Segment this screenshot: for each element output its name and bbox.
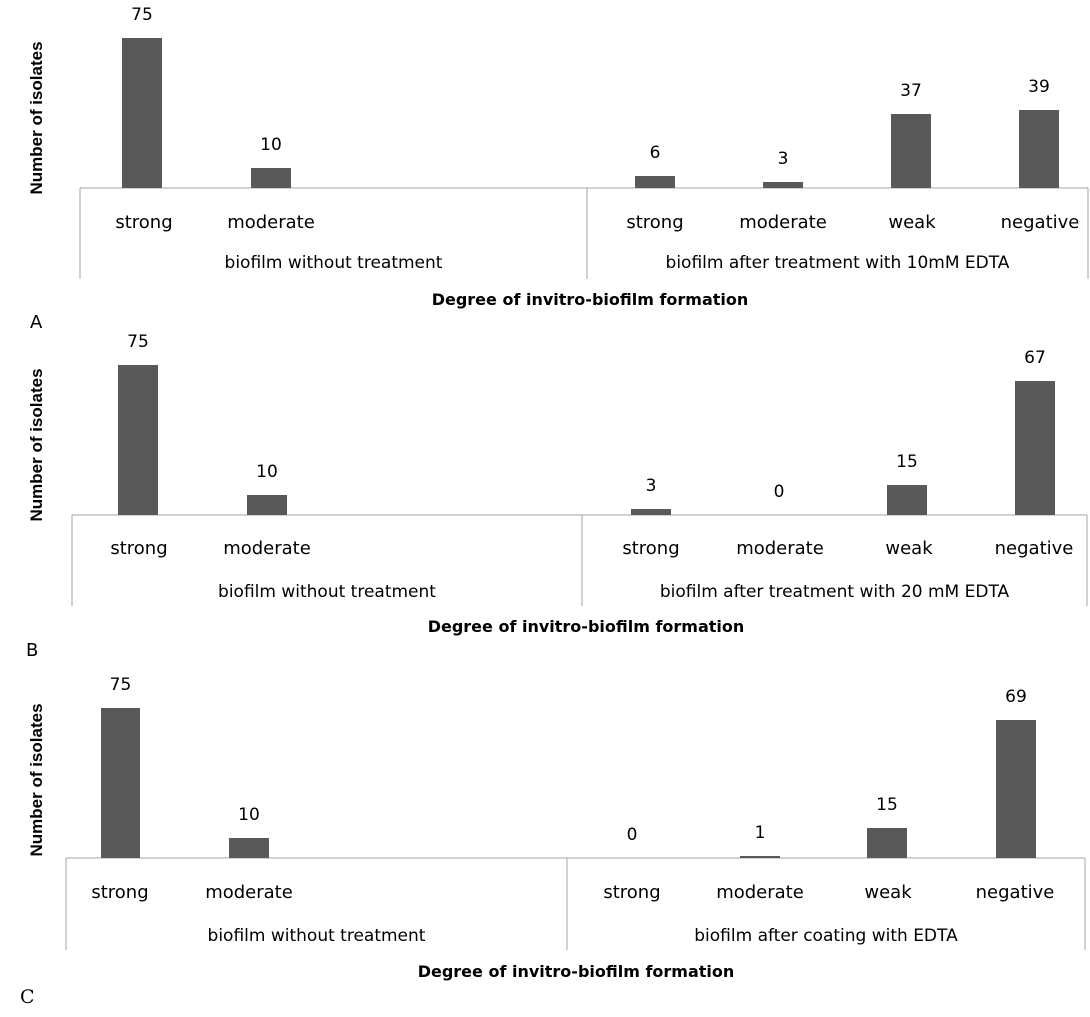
y-axis-title: Number of isolates: [27, 41, 46, 194]
category-tick-label: strong: [110, 538, 167, 559]
category-tick-label: negative: [1001, 212, 1080, 233]
bar: [101, 708, 140, 858]
bar: [229, 838, 269, 858]
category-tick-label: weak: [864, 882, 912, 903]
x-axis-title: Degree of invitro-biofilm formation: [432, 290, 749, 309]
bar: [996, 720, 1036, 858]
x-axis-title: Degree of invitro-biofilm formation: [418, 962, 735, 981]
data-label: 39: [1028, 77, 1050, 97]
bar: [118, 365, 158, 515]
bar: [887, 485, 927, 515]
group-label: biofilm without treatment: [218, 582, 436, 602]
x-axis-title: Degree of invitro-biofilm formation: [428, 617, 745, 636]
category-tick-label: moderate: [736, 538, 824, 559]
data-label: 37: [900, 81, 922, 101]
bar: [635, 176, 675, 188]
data-label: 75: [127, 332, 149, 352]
group-label: biofilm without treatment: [225, 253, 443, 273]
data-label: 3: [778, 149, 789, 169]
bar: [122, 38, 162, 188]
data-label: 10: [260, 135, 282, 155]
category-tick-label: weak: [888, 212, 936, 233]
data-label: 69: [1005, 687, 1027, 707]
category-tick-label: moderate: [205, 882, 293, 903]
data-label: 67: [1024, 348, 1046, 368]
category-tick-label: strong: [603, 882, 660, 903]
data-label: 15: [896, 452, 918, 472]
data-label: 0: [627, 825, 638, 845]
data-label: 10: [238, 805, 260, 825]
bar: [763, 182, 803, 188]
panel-label: A: [30, 312, 43, 333]
category-tick-label: moderate: [223, 538, 311, 559]
y-axis-title: Number of isolates: [27, 703, 46, 856]
panel-label: C: [20, 986, 35, 1008]
bar: [1015, 381, 1055, 515]
category-tick-label: strong: [115, 212, 172, 233]
data-label: 75: [131, 5, 153, 25]
bar: [740, 856, 780, 858]
bar: [867, 828, 907, 858]
y-axis-title: Number of isolates: [27, 368, 46, 521]
group-label: biofilm after treatment with 10mM EDTA: [666, 253, 1010, 273]
group-label: biofilm after treatment with 20 mM EDTA: [660, 582, 1010, 602]
panel-label: B: [26, 640, 38, 661]
group-label: biofilm without treatment: [208, 926, 426, 946]
category-tick-label: negative: [976, 882, 1055, 903]
category-tick-label: weak: [885, 538, 933, 559]
data-label: 75: [110, 675, 132, 695]
category-tick-label: moderate: [716, 882, 804, 903]
data-label: 3: [646, 476, 657, 496]
data-label: 10: [256, 462, 278, 482]
data-label: 15: [876, 795, 898, 815]
category-tick-label: moderate: [739, 212, 827, 233]
data-label: 0: [774, 482, 785, 502]
bar: [891, 114, 931, 188]
bar: [251, 168, 291, 188]
category-tick-label: strong: [91, 882, 148, 903]
data-label: 1: [755, 823, 766, 843]
group-label: biofilm after coating with EDTA: [694, 926, 958, 946]
category-tick-label: strong: [622, 538, 679, 559]
category-tick-label: moderate: [227, 212, 315, 233]
data-label: 6: [650, 143, 661, 163]
bar: [631, 509, 671, 515]
category-tick-label: negative: [995, 538, 1074, 559]
bar: [247, 495, 287, 515]
category-tick-label: strong: [626, 212, 683, 233]
bar: [1019, 110, 1059, 188]
